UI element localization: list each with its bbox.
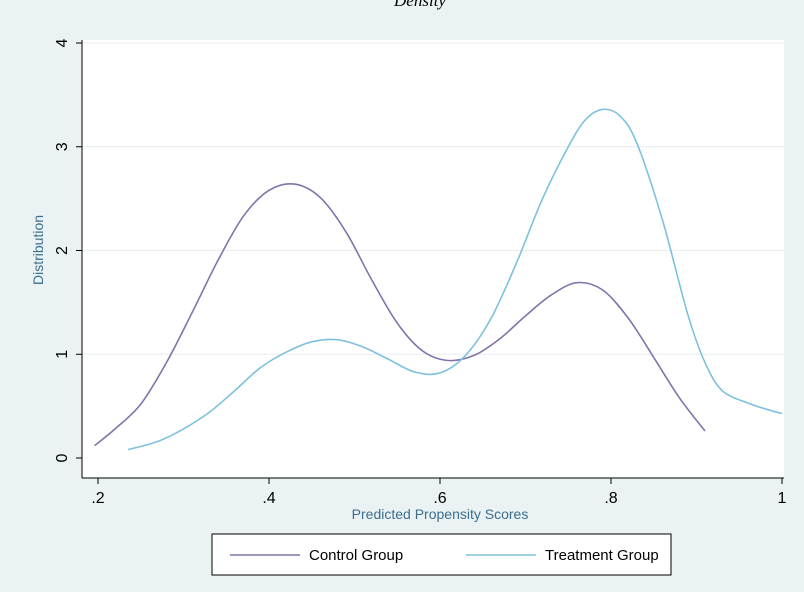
y-tick-label: 0	[54, 453, 71, 462]
y-tick-label: 3	[54, 142, 71, 151]
series-line-treatment	[127, 108, 783, 451]
legend-label-control: Control Group	[309, 547, 403, 564]
x-tick-label: .4	[262, 490, 275, 507]
legend-label-treatment: Treatment Group	[545, 547, 659, 564]
axes: 0 1 2 3 4 .2 .4 .6 .8 1	[54, 38, 787, 507]
y-axis-title: Distribution	[30, 215, 46, 285]
series-line-control	[94, 183, 706, 447]
x-tick-label: .8	[604, 490, 617, 507]
chart-title: Density	[393, 0, 446, 10]
y-tick-label: 1	[54, 350, 71, 359]
grid-lines	[82, 42, 784, 355]
x-tick-label: .2	[91, 490, 104, 507]
x-tick-label: .6	[433, 490, 446, 507]
y-tick-label: 2	[54, 246, 71, 255]
plot-area	[82, 40, 784, 478]
legend: Control Group Treatment Group	[211, 533, 672, 576]
x-tick-label: 1	[778, 490, 787, 507]
series-lines	[94, 108, 783, 451]
y-tick-label: 4	[54, 38, 71, 47]
x-axis-title: Predicted Propensity Scores	[352, 506, 529, 522]
